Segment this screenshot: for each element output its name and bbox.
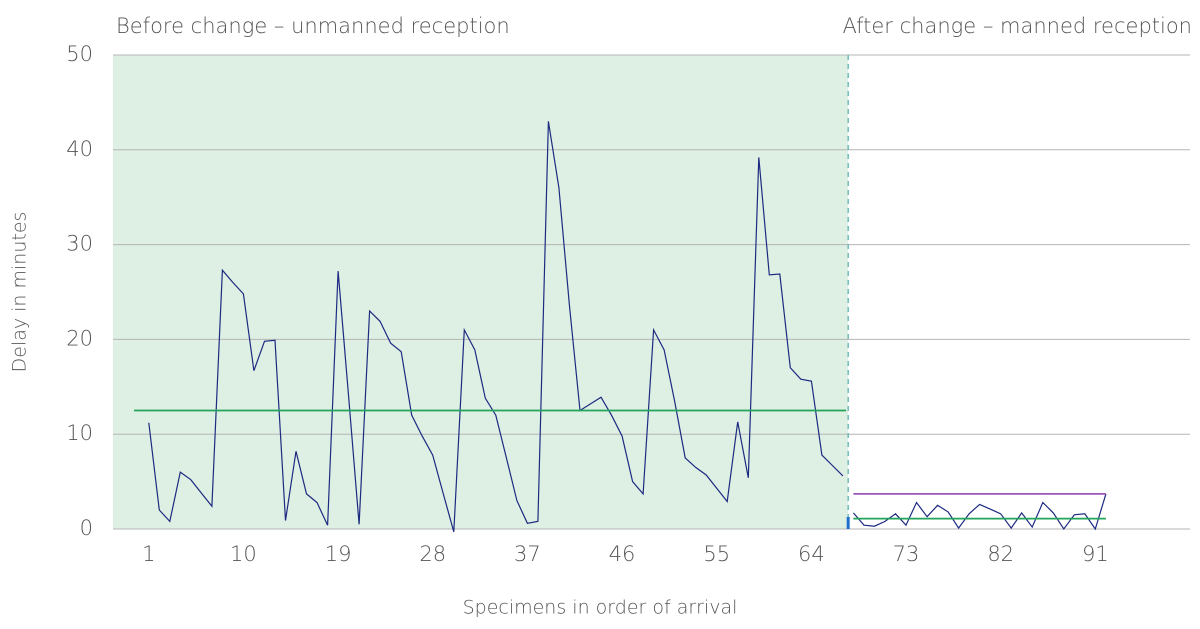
x-axis-label: Specimens in order of arrival	[463, 597, 738, 619]
x-tick-label: 19	[325, 542, 352, 566]
y-tick-label: 40	[66, 137, 93, 161]
x-tick-label: 55	[703, 542, 730, 566]
shaded-region	[113, 55, 849, 529]
y-axis-label: Delay in minutes	[9, 212, 31, 373]
x-tick-label: 82	[987, 542, 1014, 566]
x-tick-label: 1	[142, 542, 155, 566]
annotation: Before change – unmanned reception	[116, 14, 510, 38]
data-line	[852, 493, 1107, 531]
x-tick-label: 73	[893, 542, 920, 566]
y-tick-label: 50	[66, 42, 93, 66]
x-tick-label: 91	[1082, 542, 1109, 566]
y-tick-label: 30	[66, 232, 93, 256]
x-tick-label: 10	[230, 542, 257, 566]
y-tick-label: 10	[66, 421, 93, 445]
x-tick-label: 37	[514, 542, 541, 566]
annotation: After change – manned reception	[843, 14, 1193, 38]
x-tick-label: 64	[798, 542, 825, 566]
x-tick-label: 28	[419, 542, 446, 566]
y-tick-label: 0	[80, 516, 93, 540]
data-line	[148, 121, 844, 532]
x-tick-label: 46	[609, 542, 636, 566]
y-tick-label: 20	[66, 326, 93, 350]
